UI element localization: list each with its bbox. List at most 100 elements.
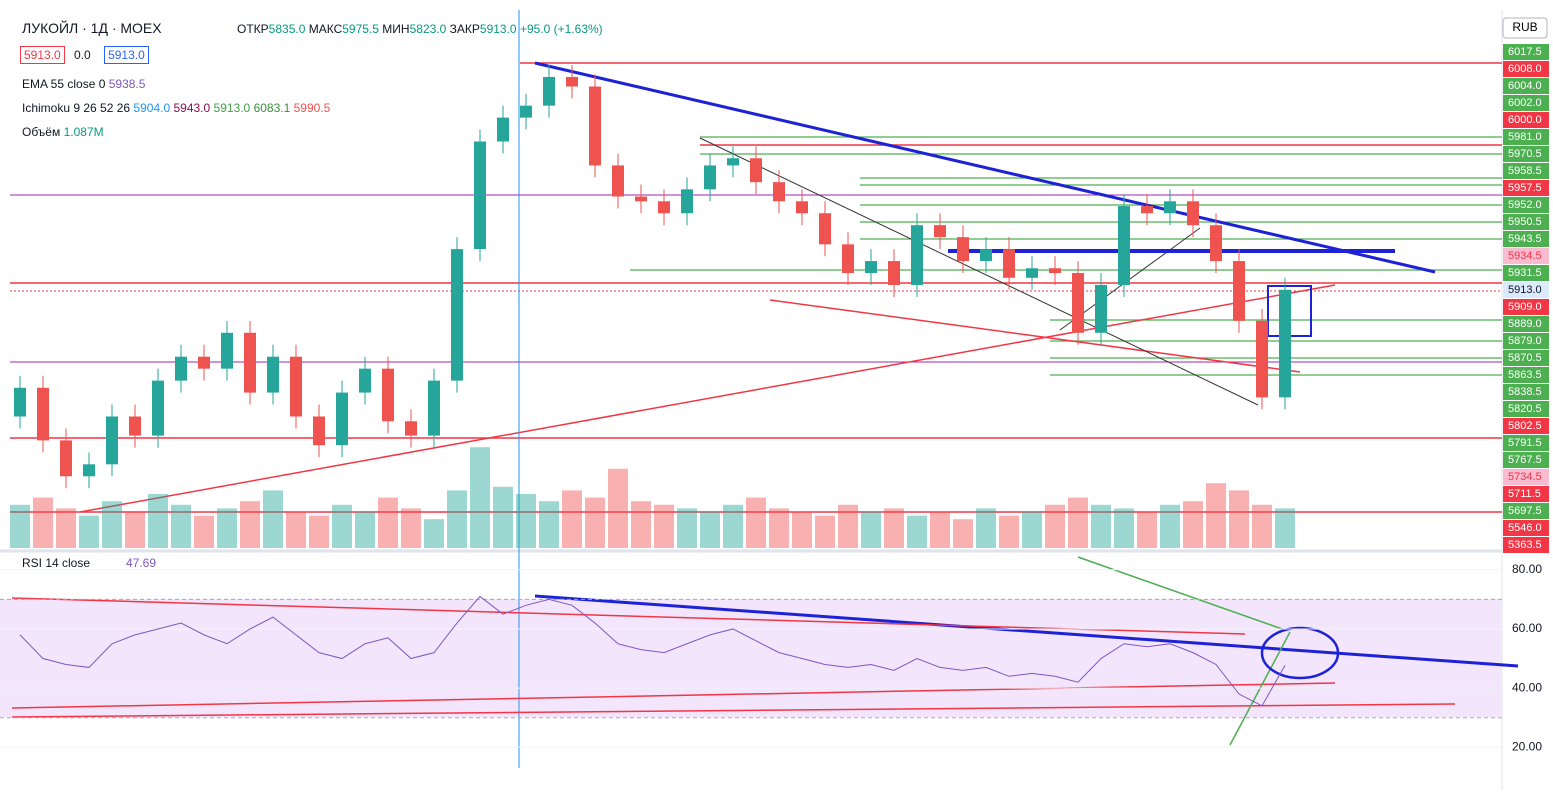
candle-body	[359, 368, 371, 393]
volume-bar	[838, 504, 858, 548]
candle-body	[1141, 206, 1153, 214]
candle-body	[267, 356, 279, 393]
change: +95.0 (+1.63%)	[519, 22, 603, 36]
candle-body	[934, 225, 946, 238]
ohlc-label: ОТКР	[237, 22, 269, 36]
candle-body	[1279, 289, 1291, 398]
candle-body	[198, 356, 210, 369]
price-label: 6008.0	[1503, 61, 1549, 77]
drawings	[0, 10, 1519, 768]
volume-bar	[309, 515, 329, 548]
candle-body	[60, 440, 72, 477]
volume-bar	[33, 497, 53, 548]
candle-body	[681, 189, 693, 214]
candle-body	[244, 332, 256, 393]
price-label: 5863.5	[1503, 367, 1549, 383]
volume-value: 1.087M	[63, 125, 104, 139]
volume-bar	[56, 508, 76, 548]
price-label: 5957.5	[1503, 180, 1549, 196]
candle-body	[1164, 201, 1176, 214]
rsi-trend	[11, 597, 1246, 635]
volume-bar	[125, 512, 145, 548]
candle-body	[336, 392, 348, 446]
price-label: 5934.5	[1503, 248, 1549, 264]
volume-bar	[654, 504, 674, 548]
price-label: 5734.5	[1503, 469, 1549, 485]
candle-body	[635, 196, 647, 202]
rsi-trend	[1077, 556, 1286, 631]
price-label: 5791.5	[1503, 435, 1549, 451]
volume-bar	[930, 512, 950, 548]
ohlc-value: 5975.5	[342, 22, 379, 36]
volume-bar	[516, 494, 536, 548]
ohlc-label: МИН	[382, 22, 410, 36]
candle-body	[842, 244, 854, 274]
currency: RUB	[1512, 20, 1537, 34]
volume-bar	[677, 508, 697, 548]
price-label: 5943.5	[1503, 231, 1549, 247]
rsi-tick-label: 20.00	[1512, 739, 1542, 753]
price-label: 5970.5	[1503, 146, 1549, 162]
volume-bar	[815, 515, 835, 548]
candle-body	[1118, 206, 1130, 285]
volume-bar	[723, 504, 743, 548]
sell-button[interactable]: 5913.0	[20, 46, 65, 64]
candle-body	[152, 380, 164, 436]
volume-bar	[1229, 490, 1249, 548]
volume-bar	[999, 515, 1019, 548]
rsi-ellipse	[1260, 626, 1340, 680]
candle-body	[106, 416, 118, 465]
candle-body	[658, 201, 670, 214]
candle-body	[474, 141, 486, 250]
candle-body	[773, 182, 785, 202]
ichimoku-value: 5904.0	[133, 101, 171, 115]
volume-bar	[332, 504, 352, 548]
ohlc-value: 5823.0	[409, 22, 447, 36]
volume-bar	[194, 515, 214, 548]
price-label: 5889.0	[1503, 316, 1549, 332]
volume-bar	[769, 508, 789, 548]
candle-body	[819, 213, 831, 245]
volume-bar	[1160, 504, 1180, 548]
candle-body	[589, 86, 601, 166]
volume-bar	[171, 504, 191, 548]
price-label: 5870.5	[1503, 350, 1549, 366]
currency-box	[1502, 17, 1548, 39]
candle-body	[727, 158, 739, 166]
candle-body	[704, 165, 716, 190]
volume-bar	[79, 515, 99, 548]
volume-bar	[1068, 497, 1088, 548]
candle-body	[543, 76, 555, 106]
rsi-trend	[11, 703, 1456, 718]
trend-line	[79, 284, 1336, 513]
rsi-tick-label: 40.00	[1512, 680, 1542, 694]
price-label: 6017.5	[1503, 44, 1549, 60]
candle-body	[1095, 284, 1107, 333]
volume-bar	[401, 508, 421, 548]
price-label: 6000.0	[1503, 112, 1549, 128]
candle-body	[1210, 225, 1222, 262]
price-label: 5879.0	[1503, 333, 1549, 349]
series-layer: 80.00 60.00 40.00 20.00	[0, 64, 1542, 753]
candle-body	[612, 165, 624, 197]
buy-button[interactable]: 5913.0	[104, 46, 149, 64]
volume-bar	[907, 515, 927, 548]
volume-bar	[263, 490, 283, 548]
volume-bar	[608, 468, 628, 548]
candle-body	[290, 356, 302, 417]
price-label: 5820.5	[1503, 401, 1549, 417]
rsi-title: RSI 14 close	[22, 556, 90, 570]
candle-body	[175, 356, 187, 381]
candle-body	[566, 76, 578, 87]
rsi-line	[19, 595, 1286, 707]
ema-legend: EMA 55 close 0 5938.5	[22, 77, 145, 91]
price-label: 5802.5	[1503, 418, 1549, 434]
price-label: 5697.5	[1503, 503, 1549, 519]
volume-bar	[378, 497, 398, 548]
price-label: 5711.5	[1503, 486, 1549, 502]
ema-title: EMA 55 close 0	[22, 77, 106, 91]
candle-body	[1187, 201, 1199, 226]
volume-bar	[539, 501, 559, 548]
volume-bar	[102, 501, 122, 548]
